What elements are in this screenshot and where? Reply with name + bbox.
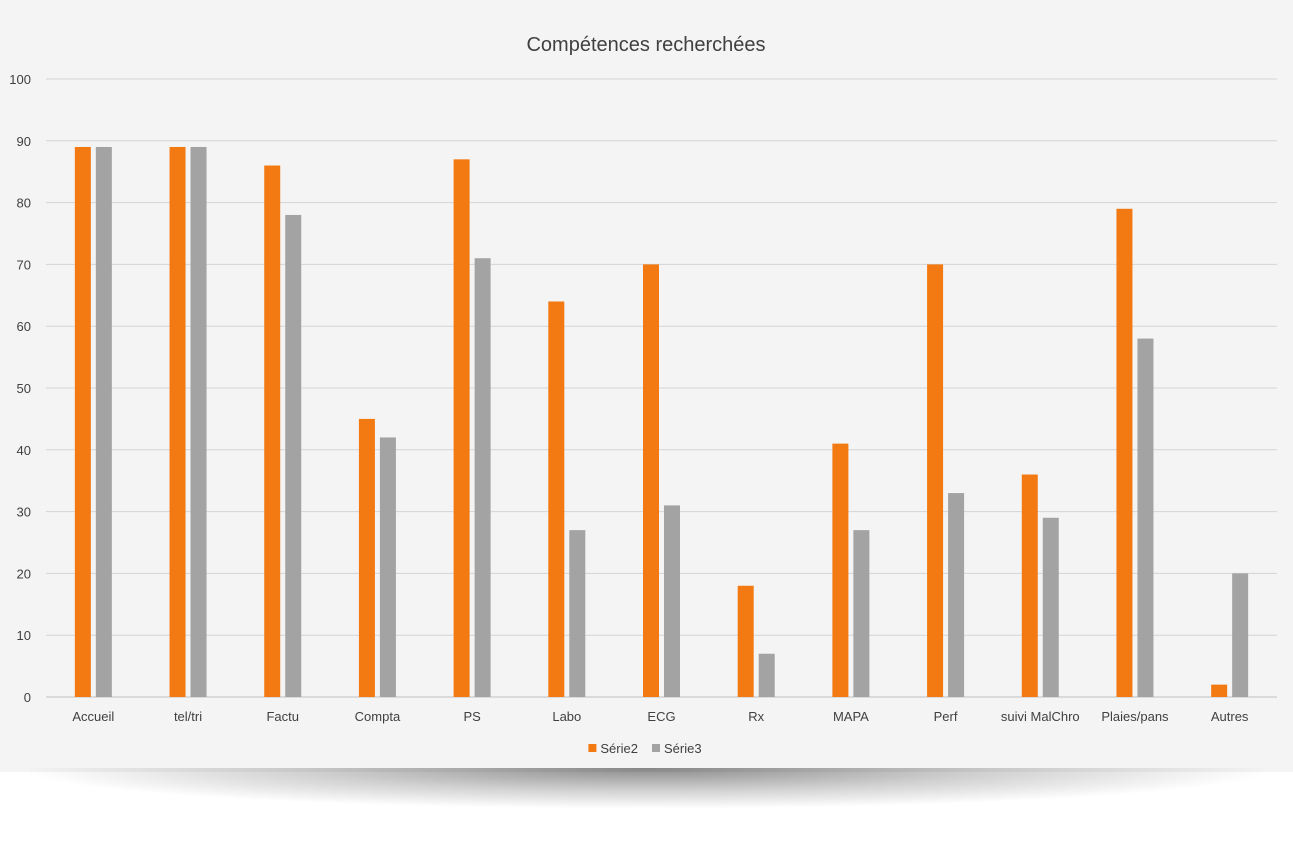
bar-s-rie3-10 [1042,517,1059,697]
x-category-label: Autres [1211,709,1249,724]
bars [74,146,1249,698]
legend-swatch [652,744,660,752]
x-category-label: Rx [748,709,764,724]
y-tick-label: 100 [9,72,31,87]
panel-shadow [30,768,1263,808]
bar-s-rie2-4 [453,159,470,698]
y-tick-label: 90 [17,134,31,149]
bar-s-rie2-2 [264,165,281,697]
bar-s-rie3-0 [95,146,112,698]
y-tick-label: 70 [17,257,31,272]
bar-s-rie3-3 [379,437,396,697]
bar-s-rie2-6 [643,264,659,697]
y-tick-label: 20 [17,566,31,581]
bar-s-rie2-0 [74,146,91,698]
bar-s-rie3-1 [190,146,207,698]
y-tick-label: 60 [17,319,31,334]
y-tick-label: 30 [17,505,31,520]
bar-s-rie2-3 [358,418,375,697]
x-category-label: Accueil [72,709,114,724]
y-tick-label: 40 [17,443,31,458]
bar-s-rie2-8 [832,443,849,697]
x-category-label: Plaies/pans [1101,709,1169,724]
legend-label: Série3 [664,741,702,756]
x-category-label: suivi MalChro [1001,709,1080,724]
x-category-label: Labo [552,709,581,724]
legend-label: Série2 [600,741,638,756]
bar-s-rie3-7 [758,653,775,697]
bar-s-rie2-5 [548,301,565,697]
bar-s-rie3-5 [569,530,586,697]
legend: Série2 Série3 [588,741,702,756]
bar-s-rie2-11 [1116,208,1133,697]
bar-s-rie2-10 [1021,474,1038,697]
bar-s-rie3-12 [1232,573,1249,697]
legend-swatch [588,744,597,752]
y-tick-label: 80 [17,196,31,211]
bar-s-rie3-2 [285,214,302,697]
chart-title: Compétences recherchées [526,34,765,56]
bar-s-rie2-12 [1211,684,1228,697]
y-tick-label: 50 [17,381,31,396]
bar-s-rie2-9 [927,264,944,697]
bar-s-rie3-4 [474,258,491,697]
x-axis-labels: Accueil tel/tri Factu Compta PS Labo ECG Rx MAPA… [72,709,1249,724]
x-category-label: PS [463,709,481,724]
x-category-label: ECG [647,709,675,724]
bar-chart: Compétences recherchées 0 10 20 30 40 50 60 70 8… [9,34,1277,756]
x-category-label: MAPA [833,709,869,724]
bar-s-rie3-9 [948,493,965,697]
x-category-label: tel/tri [174,709,202,724]
bar-s-rie3-6 [664,505,680,697]
bar-s-rie3-11 [1137,338,1154,697]
x-category-label: Compta [355,709,401,724]
bar-s-rie2-7 [737,585,754,697]
y-tick-label: 0 [24,690,31,705]
x-category-label: Perf [934,709,958,724]
y-tick-label: 10 [17,628,31,643]
bar-s-rie3-8 [853,530,870,697]
gridlines [46,78,1277,698]
x-category-label: Factu [266,709,299,724]
y-axis-ticks: 0 10 20 30 40 50 60 70 80 90 100 [9,72,31,705]
bar-s-rie2-1 [169,146,186,698]
